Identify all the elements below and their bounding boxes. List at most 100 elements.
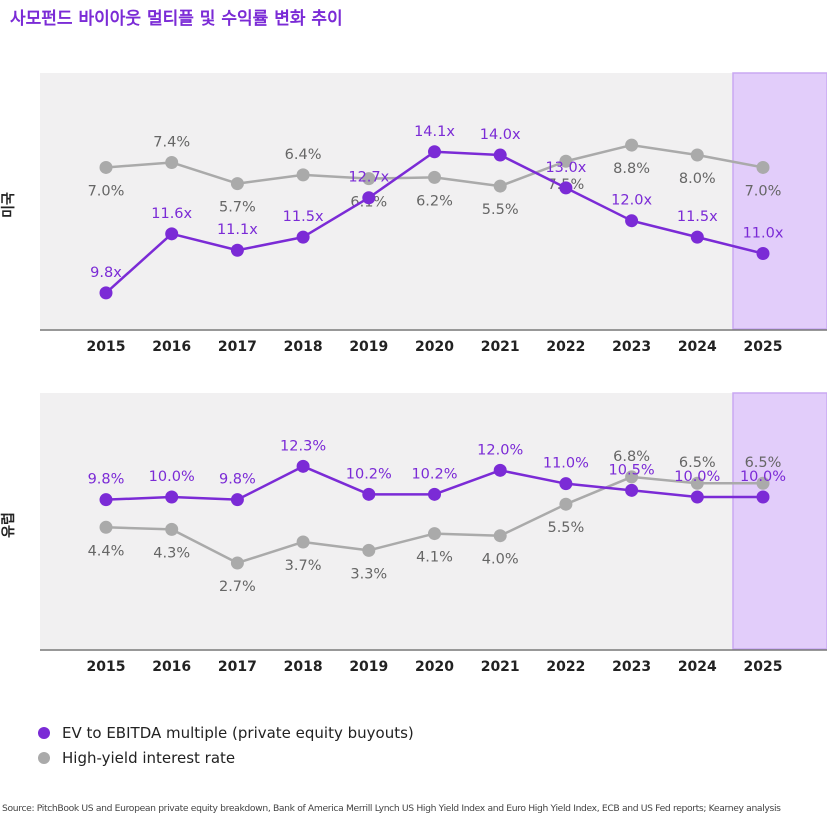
- data-point: [99, 286, 113, 300]
- x-tick-label: 2015: [87, 659, 126, 675]
- data-label: 12.3%: [280, 438, 326, 454]
- data-point: [99, 520, 113, 534]
- data-label: 13.0x: [545, 160, 586, 176]
- x-tick-label: 2021: [481, 659, 520, 675]
- data-label: 6.8%: [613, 449, 650, 465]
- data-point: [428, 145, 441, 159]
- data-label: 10.5%: [609, 462, 655, 478]
- data-point: [296, 535, 310, 549]
- data-label: 4.4%: [88, 543, 125, 559]
- data-point: [756, 160, 770, 174]
- data-label: 6.4%: [285, 147, 322, 163]
- data-label: 6.5%: [679, 455, 716, 471]
- data-point: [165, 227, 179, 241]
- data-point: [165, 490, 179, 504]
- data-point: [230, 177, 244, 191]
- data-point: [690, 490, 704, 504]
- data-label: 8.8%: [613, 161, 650, 177]
- x-tick-label: 2015: [87, 339, 126, 355]
- data-label: 5.5%: [547, 520, 584, 536]
- x-tick-label: 2018: [284, 659, 323, 675]
- plot-background: [40, 73, 827, 329]
- data-label: 7.0%: [745, 183, 782, 199]
- data-label: 3.3%: [350, 566, 387, 582]
- data-point: [296, 459, 310, 473]
- data-label: 12.0x: [611, 193, 652, 209]
- data-label: 10.0%: [740, 469, 786, 485]
- x-tick-label: 2020: [415, 339, 454, 355]
- data-label: 6.5%: [745, 455, 782, 471]
- highlight-column-2025: [732, 392, 827, 650]
- data-point: [362, 172, 376, 186]
- data-label: 9.8%: [88, 472, 125, 488]
- data-label: 11.0%: [543, 456, 589, 472]
- x-tick-label: 2017: [218, 659, 257, 675]
- legend-label: High-yield interest rate: [62, 748, 236, 767]
- data-point: [230, 493, 244, 507]
- x-tick-label: 2016: [152, 339, 191, 355]
- highlight-column-2025: [732, 72, 827, 330]
- data-point: [230, 243, 244, 257]
- plot-background: [40, 393, 827, 649]
- data-point: [362, 543, 376, 557]
- data-label: 11.5x: [283, 209, 324, 225]
- data-point: [625, 138, 639, 152]
- x-tick-label: 2024: [678, 339, 717, 355]
- data-point: [559, 154, 573, 168]
- legend-label: EV to EBITDA multiple (private equity bu…: [62, 723, 414, 742]
- x-tick-label: 2023: [612, 339, 651, 355]
- data-point: [493, 179, 507, 193]
- data-label: 11.6x: [151, 206, 192, 222]
- legend-marker-gray-dot: [38, 751, 50, 764]
- data-point: [362, 191, 376, 205]
- data-label: 2.7%: [219, 579, 256, 595]
- panel-label: 미국: [1, 192, 17, 218]
- data-label: 5.7%: [219, 200, 256, 216]
- data-point: [493, 529, 507, 543]
- data-label: 3.7%: [285, 558, 322, 574]
- x-tick-label: 2016: [152, 659, 191, 675]
- data-point: [559, 181, 573, 195]
- data-point: [428, 527, 441, 541]
- data-label: 10.2%: [346, 466, 392, 482]
- us-chart-panel: 미국 2015 2016 2017 2018 2019 2020 2021 2022 2023 20…: [1, 72, 827, 355]
- legend-item-ev-ebitda: EV to EBITDA multiple (private equity bu…: [38, 720, 414, 745]
- data-label: 7.0%: [88, 183, 125, 199]
- source-note: Source: PitchBook US and European privat…: [2, 803, 781, 814]
- data-point: [165, 522, 179, 536]
- data-label: 10.2%: [411, 466, 457, 482]
- x-tick-label: 2023: [612, 659, 651, 675]
- x-tick-label: 2025: [744, 659, 783, 675]
- data-label: 11.5x: [677, 209, 718, 225]
- x-tick-label: 2022: [546, 339, 585, 355]
- data-point: [165, 155, 179, 169]
- data-label: 11.1x: [217, 222, 258, 238]
- x-tick-label: 2025: [744, 339, 783, 355]
- data-point: [99, 493, 113, 507]
- europe-chart-panel: 유럽 2015 2016 2017 2018 2019 2020 2021 2022 2023 20…: [1, 392, 827, 675]
- data-point: [756, 490, 770, 504]
- data-point: [625, 214, 639, 228]
- x-tick-label: 2021: [481, 339, 520, 355]
- data-label: 7.4%: [153, 134, 190, 150]
- data-point: [493, 148, 507, 162]
- x-tick-label: 2020: [415, 659, 454, 675]
- data-point: [625, 483, 639, 497]
- x-tick-label: 2024: [678, 659, 717, 675]
- x-tick-label: 2019: [349, 339, 388, 355]
- data-point: [493, 463, 507, 477]
- data-point: [625, 470, 639, 484]
- data-label: 6.2%: [416, 193, 453, 209]
- data-point: [296, 168, 310, 182]
- x-tick-label: 2018: [284, 339, 323, 355]
- data-point: [559, 477, 573, 491]
- legend-item-high-yield: High-yield interest rate: [38, 745, 414, 770]
- data-point: [99, 160, 113, 174]
- data-point: [690, 148, 704, 162]
- x-tick-label: 2019: [349, 659, 388, 675]
- data-point: [296, 230, 310, 244]
- data-label: 5.5%: [482, 202, 519, 218]
- data-label: 9.8%: [219, 472, 256, 488]
- data-point: [756, 247, 770, 261]
- data-label: 11.0x: [743, 226, 784, 242]
